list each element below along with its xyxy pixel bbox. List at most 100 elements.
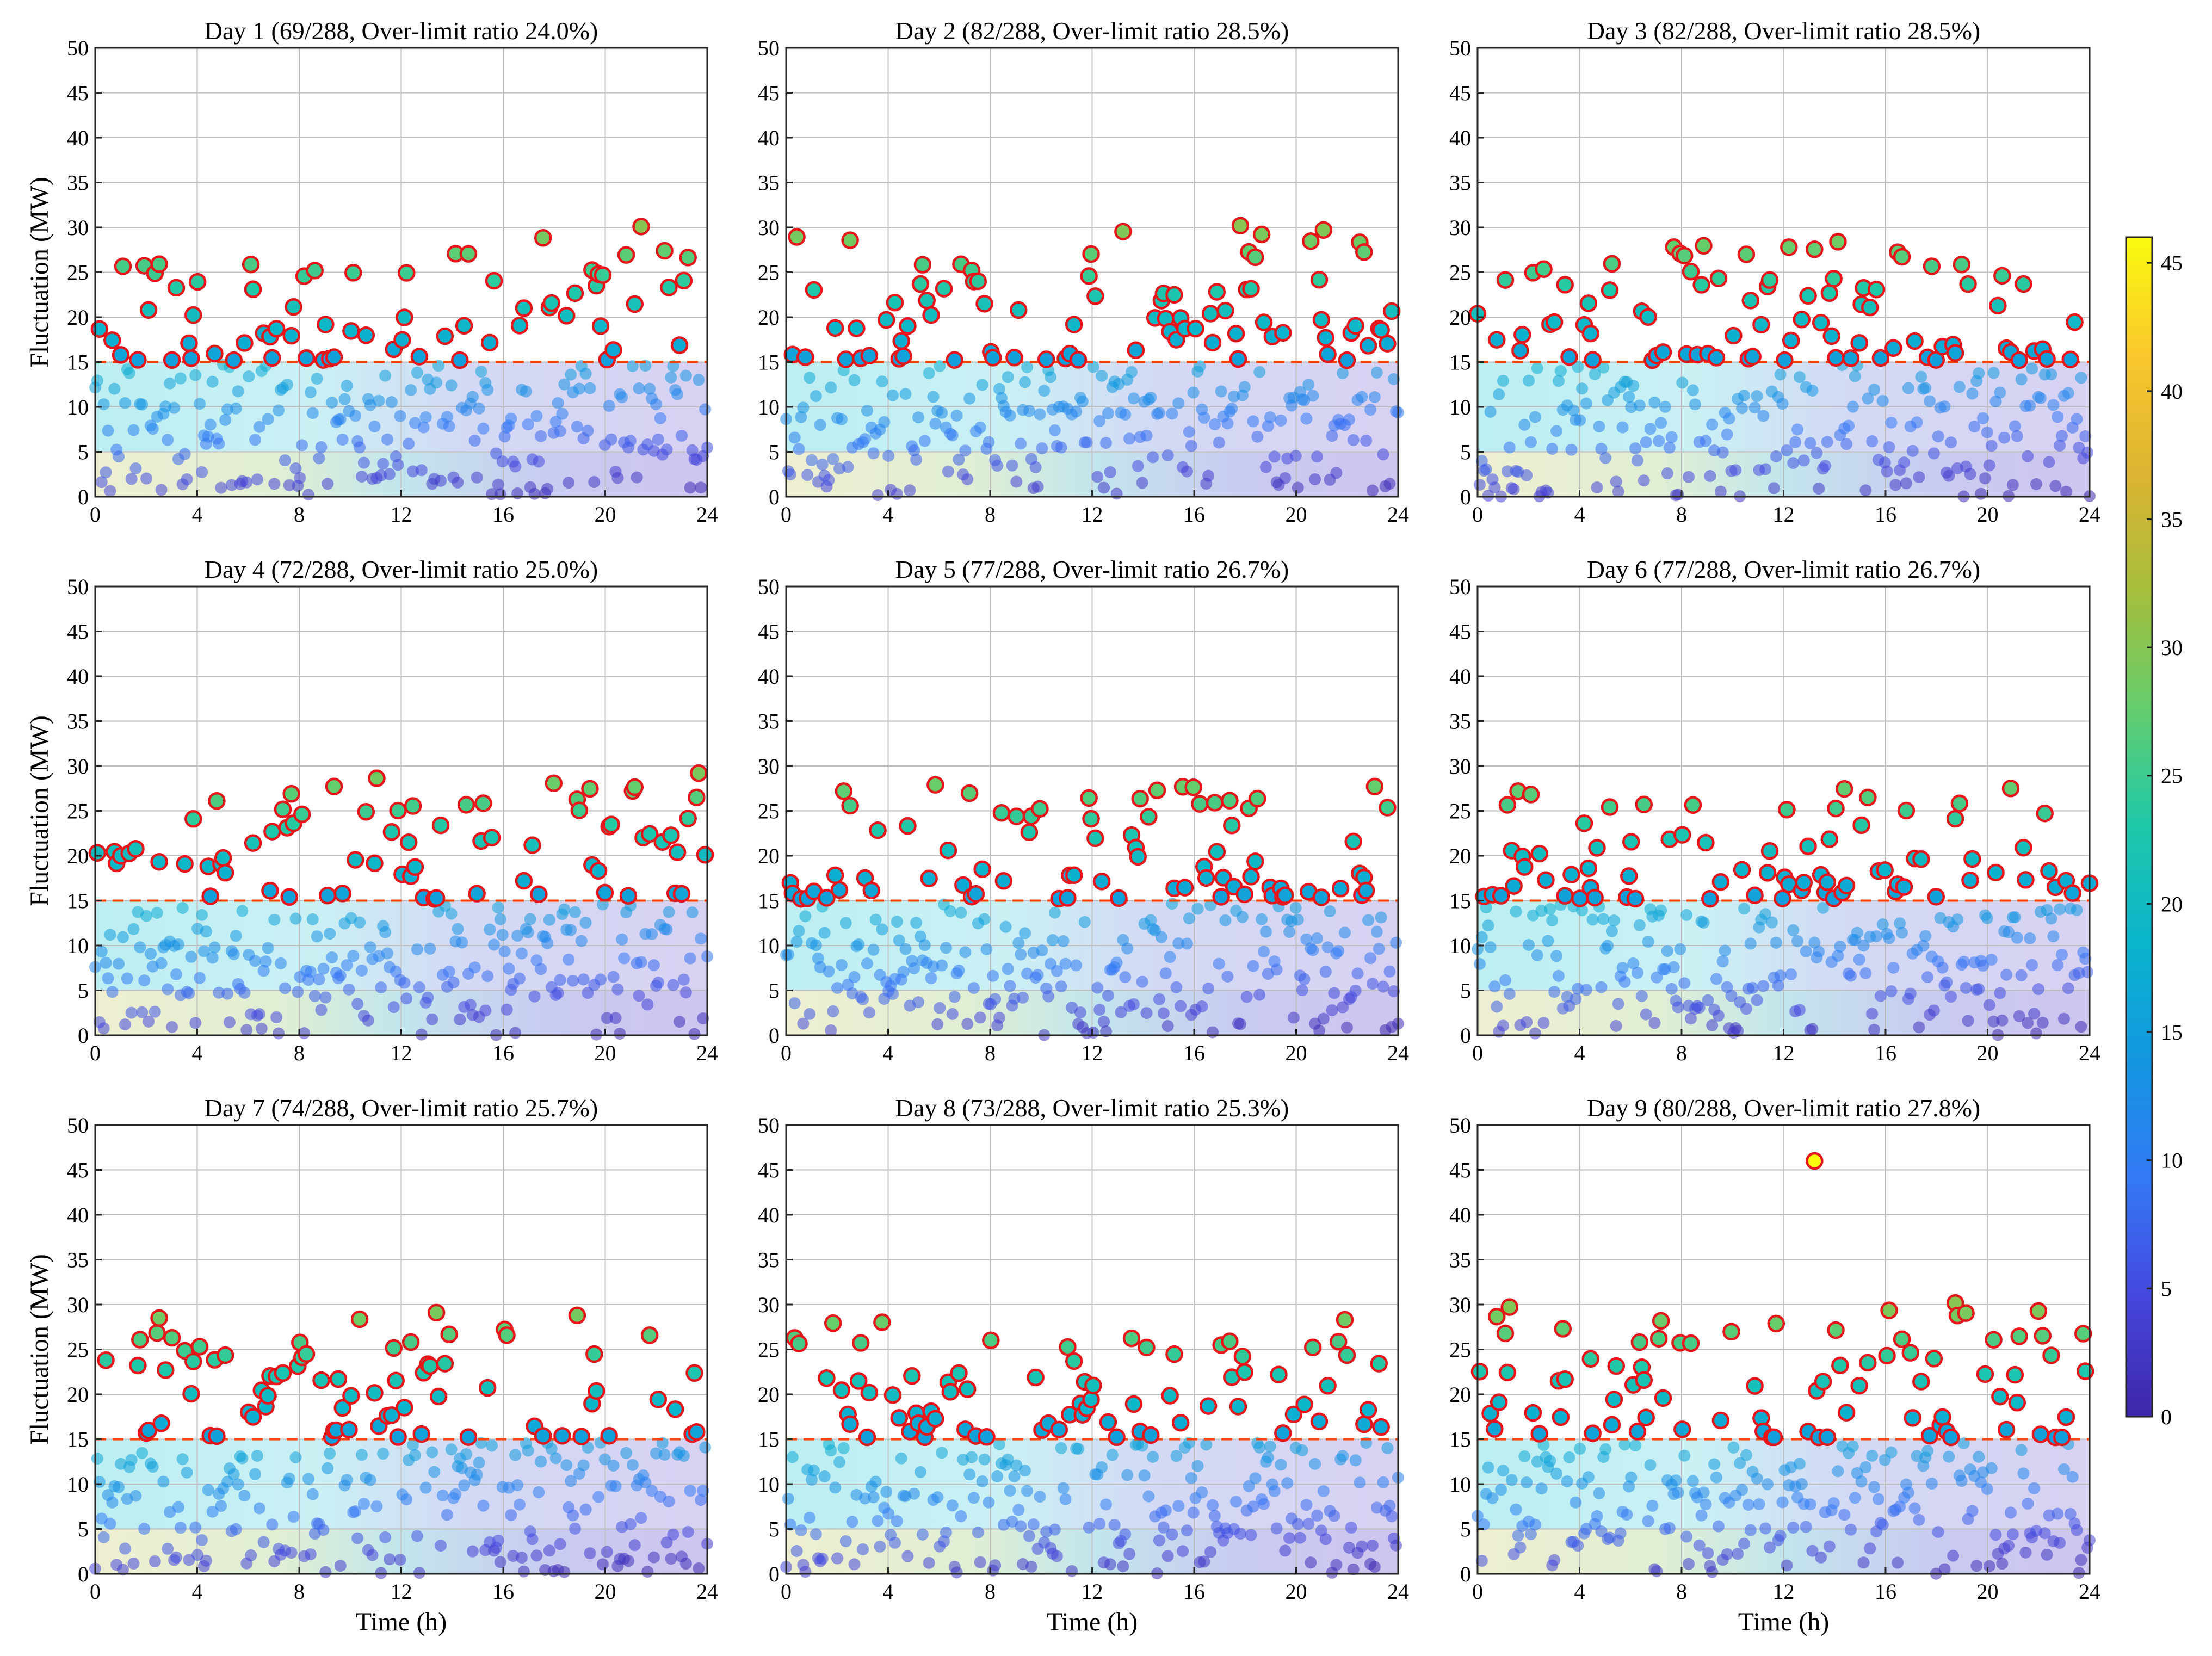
x-tick-label: 12 xyxy=(1082,1041,1103,1065)
scatter-point xyxy=(2054,1537,2066,1549)
scatter-point xyxy=(2075,1554,2087,1566)
scatter-point xyxy=(162,983,174,996)
scatter-point xyxy=(1258,1498,1270,1510)
scatter-point xyxy=(486,1439,498,1452)
over-limit-point xyxy=(1302,232,1320,250)
scatter-point xyxy=(121,972,133,985)
scatter-point xyxy=(189,1521,202,1534)
over-limit-point xyxy=(188,273,207,291)
scatter-point xyxy=(1503,988,1516,1000)
y-tick-label: 10 xyxy=(67,1472,89,1497)
scatter-point xyxy=(972,1526,984,1538)
scatter-point xyxy=(1015,1520,1027,1533)
scatter-point xyxy=(1700,435,1712,447)
scatter-point xyxy=(443,420,455,432)
scatter-point xyxy=(1563,1451,1575,1463)
over-limit-point xyxy=(1171,1413,1190,1432)
scatter-point xyxy=(1973,983,1985,995)
scatter-point xyxy=(1955,1475,1968,1487)
over-limit-point xyxy=(1876,861,1894,879)
scatter-point xyxy=(1259,925,1272,938)
scatter-point xyxy=(1638,474,1650,487)
scatter-point xyxy=(405,384,417,396)
over-limit-point xyxy=(632,218,650,236)
scatter-point xyxy=(164,377,176,390)
scatter-point xyxy=(1712,1009,1725,1022)
scatter-point xyxy=(1947,1549,1960,1562)
over-limit-point xyxy=(1829,233,1847,251)
scatter-point xyxy=(2036,1016,2049,1029)
scatter-point xyxy=(991,460,1004,472)
over-limit-point xyxy=(190,1338,209,1356)
scatter-point xyxy=(204,418,217,431)
scatter-point xyxy=(1296,984,1308,997)
over-limit-point xyxy=(1470,1362,1489,1381)
scatter-point xyxy=(908,1487,920,1500)
scatter-point xyxy=(677,973,690,986)
x-tick-label: 24 xyxy=(696,1041,718,1065)
scatter-point xyxy=(347,950,360,962)
scatter-point xyxy=(1866,1008,1879,1020)
scatter-point xyxy=(991,1470,1004,1482)
scatter-point xyxy=(2047,930,2060,943)
y-tick-label: 20 xyxy=(1449,1382,1471,1407)
over-limit-point xyxy=(342,322,360,340)
scatter-point xyxy=(565,924,577,936)
over-limit-point xyxy=(1227,324,1245,343)
scatter-point xyxy=(2032,983,2044,996)
scatter-point xyxy=(682,1526,694,1538)
scatter-point xyxy=(1900,477,1912,490)
x-tick-label: 4 xyxy=(883,1579,894,1604)
scatter-point xyxy=(861,404,873,417)
scatter-point xyxy=(1595,981,1608,993)
over-limit-point xyxy=(2001,780,2020,798)
scatter-point xyxy=(1096,369,1108,382)
over-limit-point xyxy=(1065,866,1083,884)
scatter-point xyxy=(1546,914,1559,927)
scatter-point xyxy=(1521,469,1533,481)
over-limit-point xyxy=(926,1410,944,1428)
over-limit-point xyxy=(148,1324,166,1342)
scatter-point xyxy=(804,1511,816,1524)
scatter-point xyxy=(891,487,903,500)
scatter-point xyxy=(349,1505,362,1517)
scatter-point xyxy=(1140,429,1153,442)
over-limit-point xyxy=(297,349,316,367)
scatter-point xyxy=(157,1475,170,1488)
scatter-point xyxy=(149,1555,161,1568)
over-limit-point xyxy=(1317,329,1334,347)
scatter-point xyxy=(1213,957,1225,970)
scatter-point xyxy=(565,1475,577,1487)
scatter-point xyxy=(1874,990,1887,1002)
scatter-point xyxy=(797,401,810,414)
over-limit-point xyxy=(451,351,469,369)
over-limit-point xyxy=(382,1406,401,1424)
over-limit-point xyxy=(1312,311,1331,329)
scatter-point xyxy=(961,1018,974,1030)
scatter-point xyxy=(315,441,328,453)
scatter-point xyxy=(355,470,368,483)
scatter-point xyxy=(355,1449,368,1461)
scatter-point xyxy=(138,1523,151,1535)
over-limit-point xyxy=(1498,1363,1517,1382)
scatter-point xyxy=(882,1507,895,1520)
over-limit-point xyxy=(1850,1376,1868,1395)
y-tick-label: 45 xyxy=(67,620,89,644)
scatter-point xyxy=(1262,1451,1274,1463)
panel-title: Day 5 (77/288, Over-limit ratio 26.7%) xyxy=(895,555,1289,583)
scatter-point xyxy=(693,1562,705,1575)
scatter-point xyxy=(1648,1017,1661,1029)
over-limit-point xyxy=(157,1361,175,1379)
scatter-point xyxy=(468,961,481,974)
scatter-point xyxy=(533,455,545,468)
over-limit-point xyxy=(201,887,219,905)
scatter-point xyxy=(1678,977,1691,990)
over-limit-point xyxy=(796,348,814,366)
scatter-point xyxy=(679,369,692,382)
y-tick-label: 5 xyxy=(78,440,89,465)
over-limit-point xyxy=(589,862,608,880)
over-limit-point xyxy=(960,784,979,802)
scatter-point xyxy=(839,1535,852,1547)
scatter-point xyxy=(788,431,801,444)
scatter-point xyxy=(1091,981,1104,994)
